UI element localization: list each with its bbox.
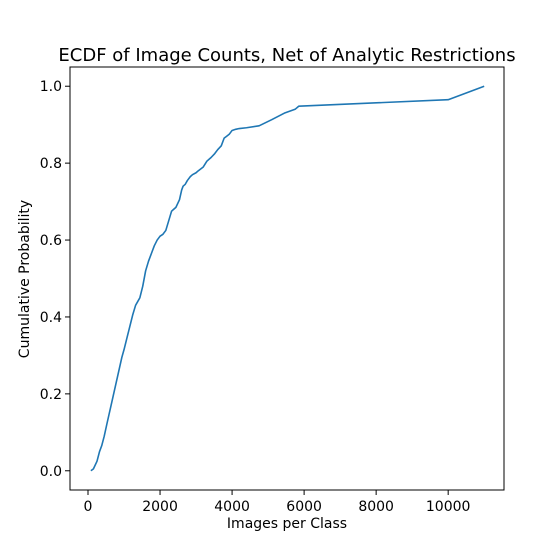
y-tick-label: 0.8 (40, 156, 62, 172)
x-tick-label: 10000 (426, 499, 471, 515)
x-tick-label: 4000 (214, 499, 250, 515)
y-tick-label: 0.0 (40, 464, 62, 480)
x-tick-label: 6000 (286, 499, 322, 515)
ecdf-line (90, 85, 485, 472)
y-tick-label: 0.6 (40, 233, 62, 249)
x-tick-label: 0 (84, 499, 93, 515)
x-tick-label: 2000 (142, 499, 178, 515)
y-axis-ticks: 0.0 0.2 0.4 0.6 0.8 1.0 (40, 79, 70, 480)
x-tick-label: 8000 (358, 499, 394, 515)
x-axis-label: Images per Class (227, 516, 347, 532)
plot-area-frame (69, 66, 505, 491)
y-tick-label: 0.4 (40, 310, 62, 326)
y-tick-label: 0.2 (40, 387, 62, 403)
chart-title: ECDF of Image Counts, Net of Analytic Re… (58, 45, 515, 66)
y-tick-label: 1.0 (40, 79, 62, 95)
y-axis-label: Cumulative Probability (17, 200, 33, 358)
x-axis-ticks: 0 2000 4000 6000 8000 10000 (84, 490, 471, 515)
